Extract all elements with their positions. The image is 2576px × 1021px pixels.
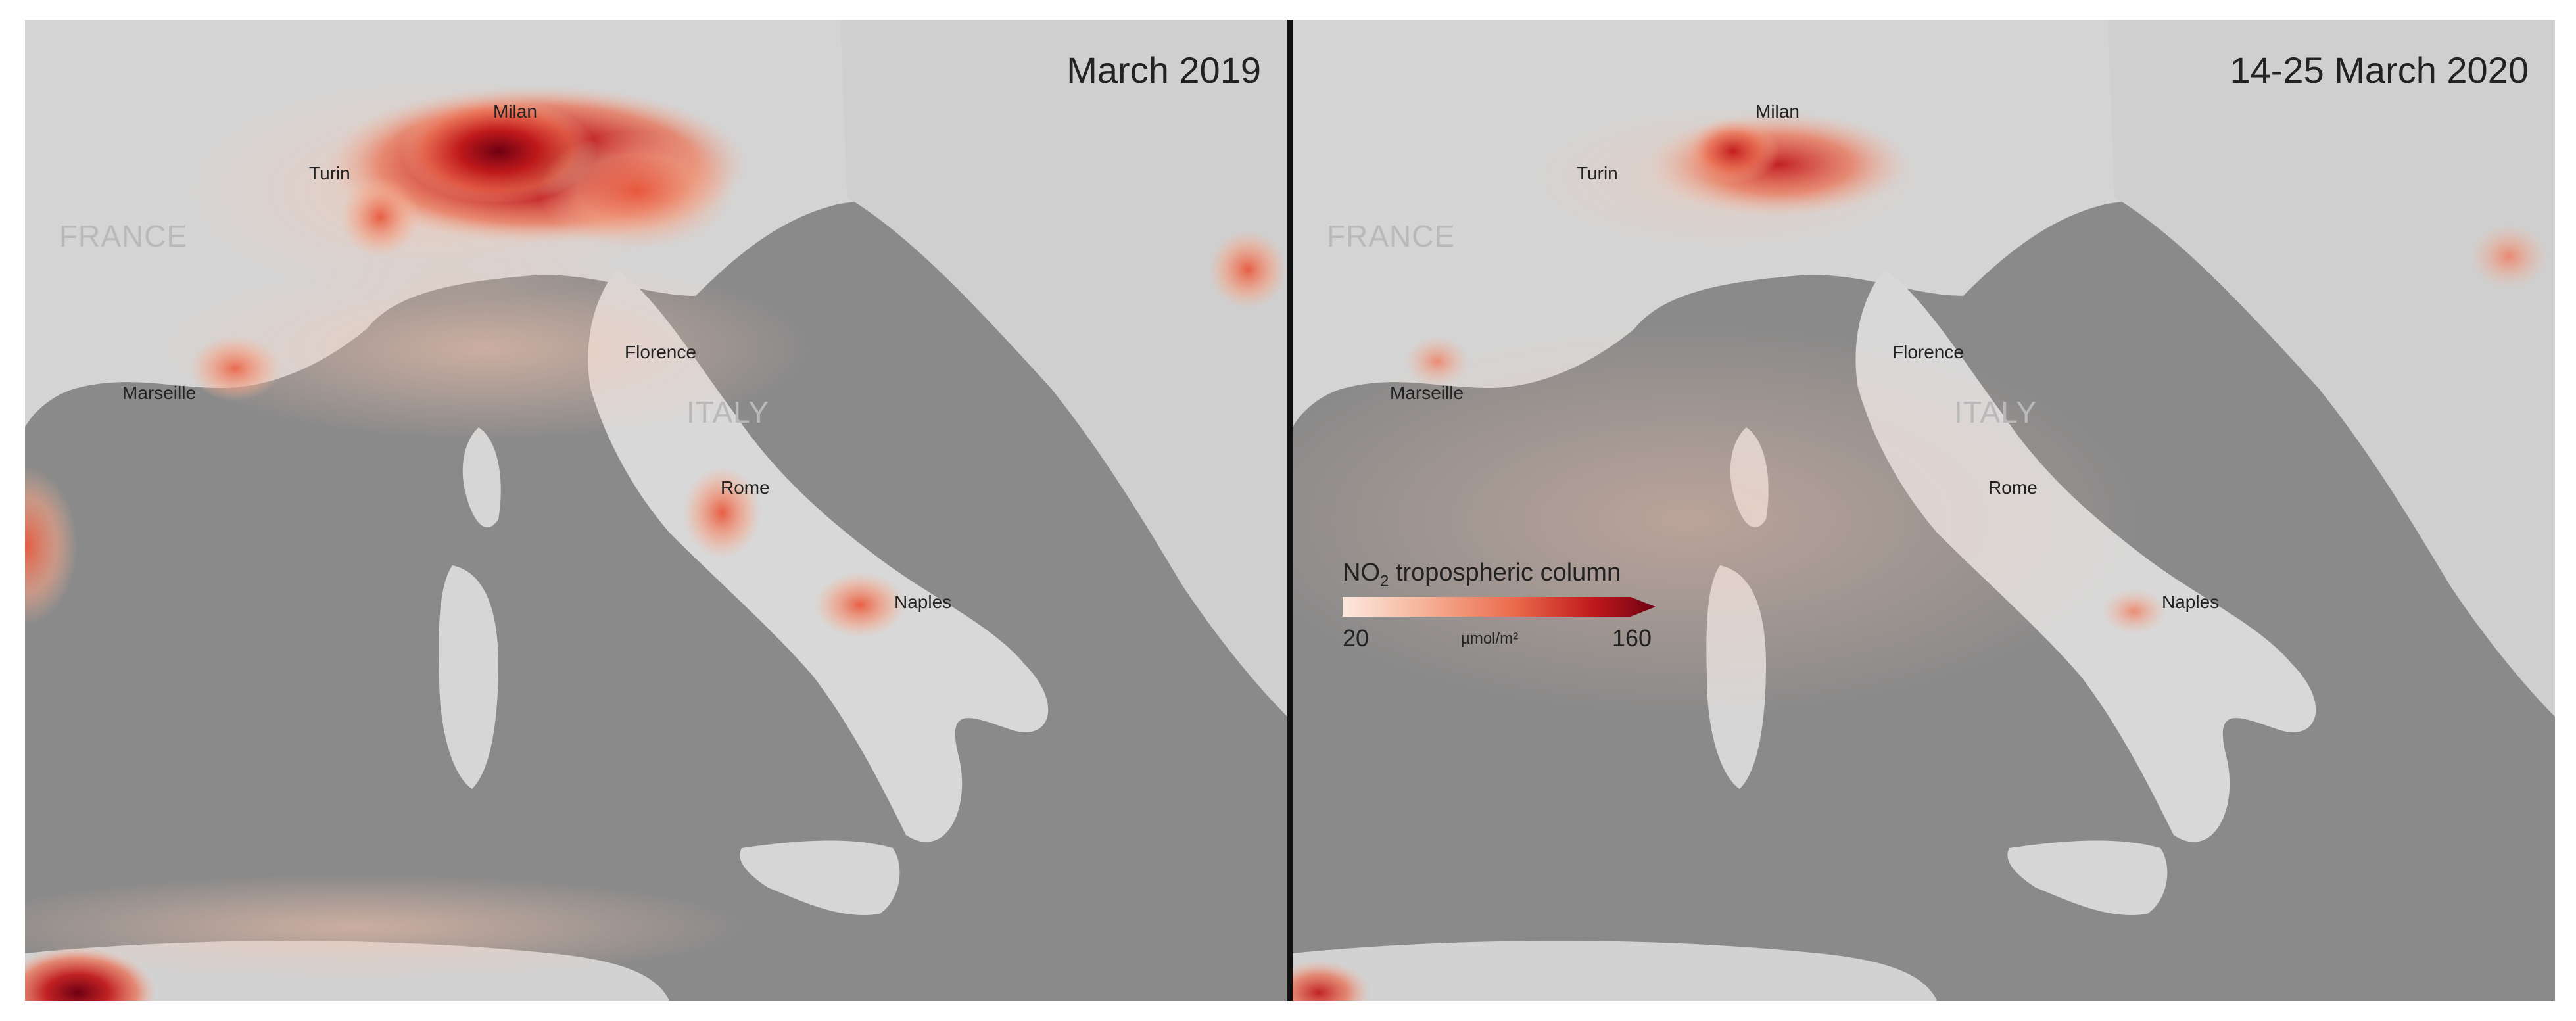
legend-max: 160 <box>1612 625 1652 652</box>
land-sardinia <box>439 565 498 789</box>
land-balkans <box>840 20 1287 717</box>
city-label-rome: Rome <box>1988 477 2038 498</box>
city-label-milan: Milan <box>1755 101 1800 122</box>
city-label-florence: Florence <box>625 342 696 362</box>
city-label-naples: Naples <box>894 592 952 612</box>
city-label-turin: Turin <box>1577 163 1618 183</box>
city-label-marseille: Marseille <box>122 383 197 403</box>
panel-title: 14-25 March 2020 <box>2230 49 2529 91</box>
land-balkans <box>2108 20 2555 717</box>
city-label-florence: Florence <box>1892 342 1964 362</box>
color-legend: NO2 tropospheric column 20 µmol/m² 160 <box>1343 559 1671 671</box>
legend-min: 20 <box>1343 625 1370 652</box>
legend-unit: µmol/m² <box>1461 630 1519 648</box>
legend-color-bar <box>1343 597 1656 617</box>
map-background <box>25 20 1287 1001</box>
country-label-france: FRANCE <box>59 219 188 253</box>
country-label-italy: ITALY <box>1954 395 2037 429</box>
city-label-milan: Milan <box>493 101 537 122</box>
map-background <box>1293 20 2555 1001</box>
land-corsica <box>462 427 501 528</box>
panel-title: March 2019 <box>1066 49 1261 91</box>
panel-divider <box>1287 20 1293 1001</box>
land-africa <box>1293 941 1937 1001</box>
land-sicily <box>740 840 900 915</box>
country-label-france: FRANCE <box>1327 219 1456 253</box>
legend-title: NO2 tropospheric column <box>1343 559 1621 590</box>
city-label-marseille: Marseille <box>1390 383 1464 403</box>
map-panel-2020: 14-25 March 2020 FRANCE ITALY Milan Turi… <box>1293 20 2555 1001</box>
land-sicily <box>2007 840 2168 915</box>
map-panel-2019: March 2019 FRANCE ITALY Milan Turin Mars… <box>25 20 1287 1001</box>
city-label-naples: Naples <box>2162 592 2220 612</box>
city-label-rome: Rome <box>721 477 770 498</box>
city-label-turin: Turin <box>309 163 350 183</box>
country-label-italy: ITALY <box>686 395 769 429</box>
